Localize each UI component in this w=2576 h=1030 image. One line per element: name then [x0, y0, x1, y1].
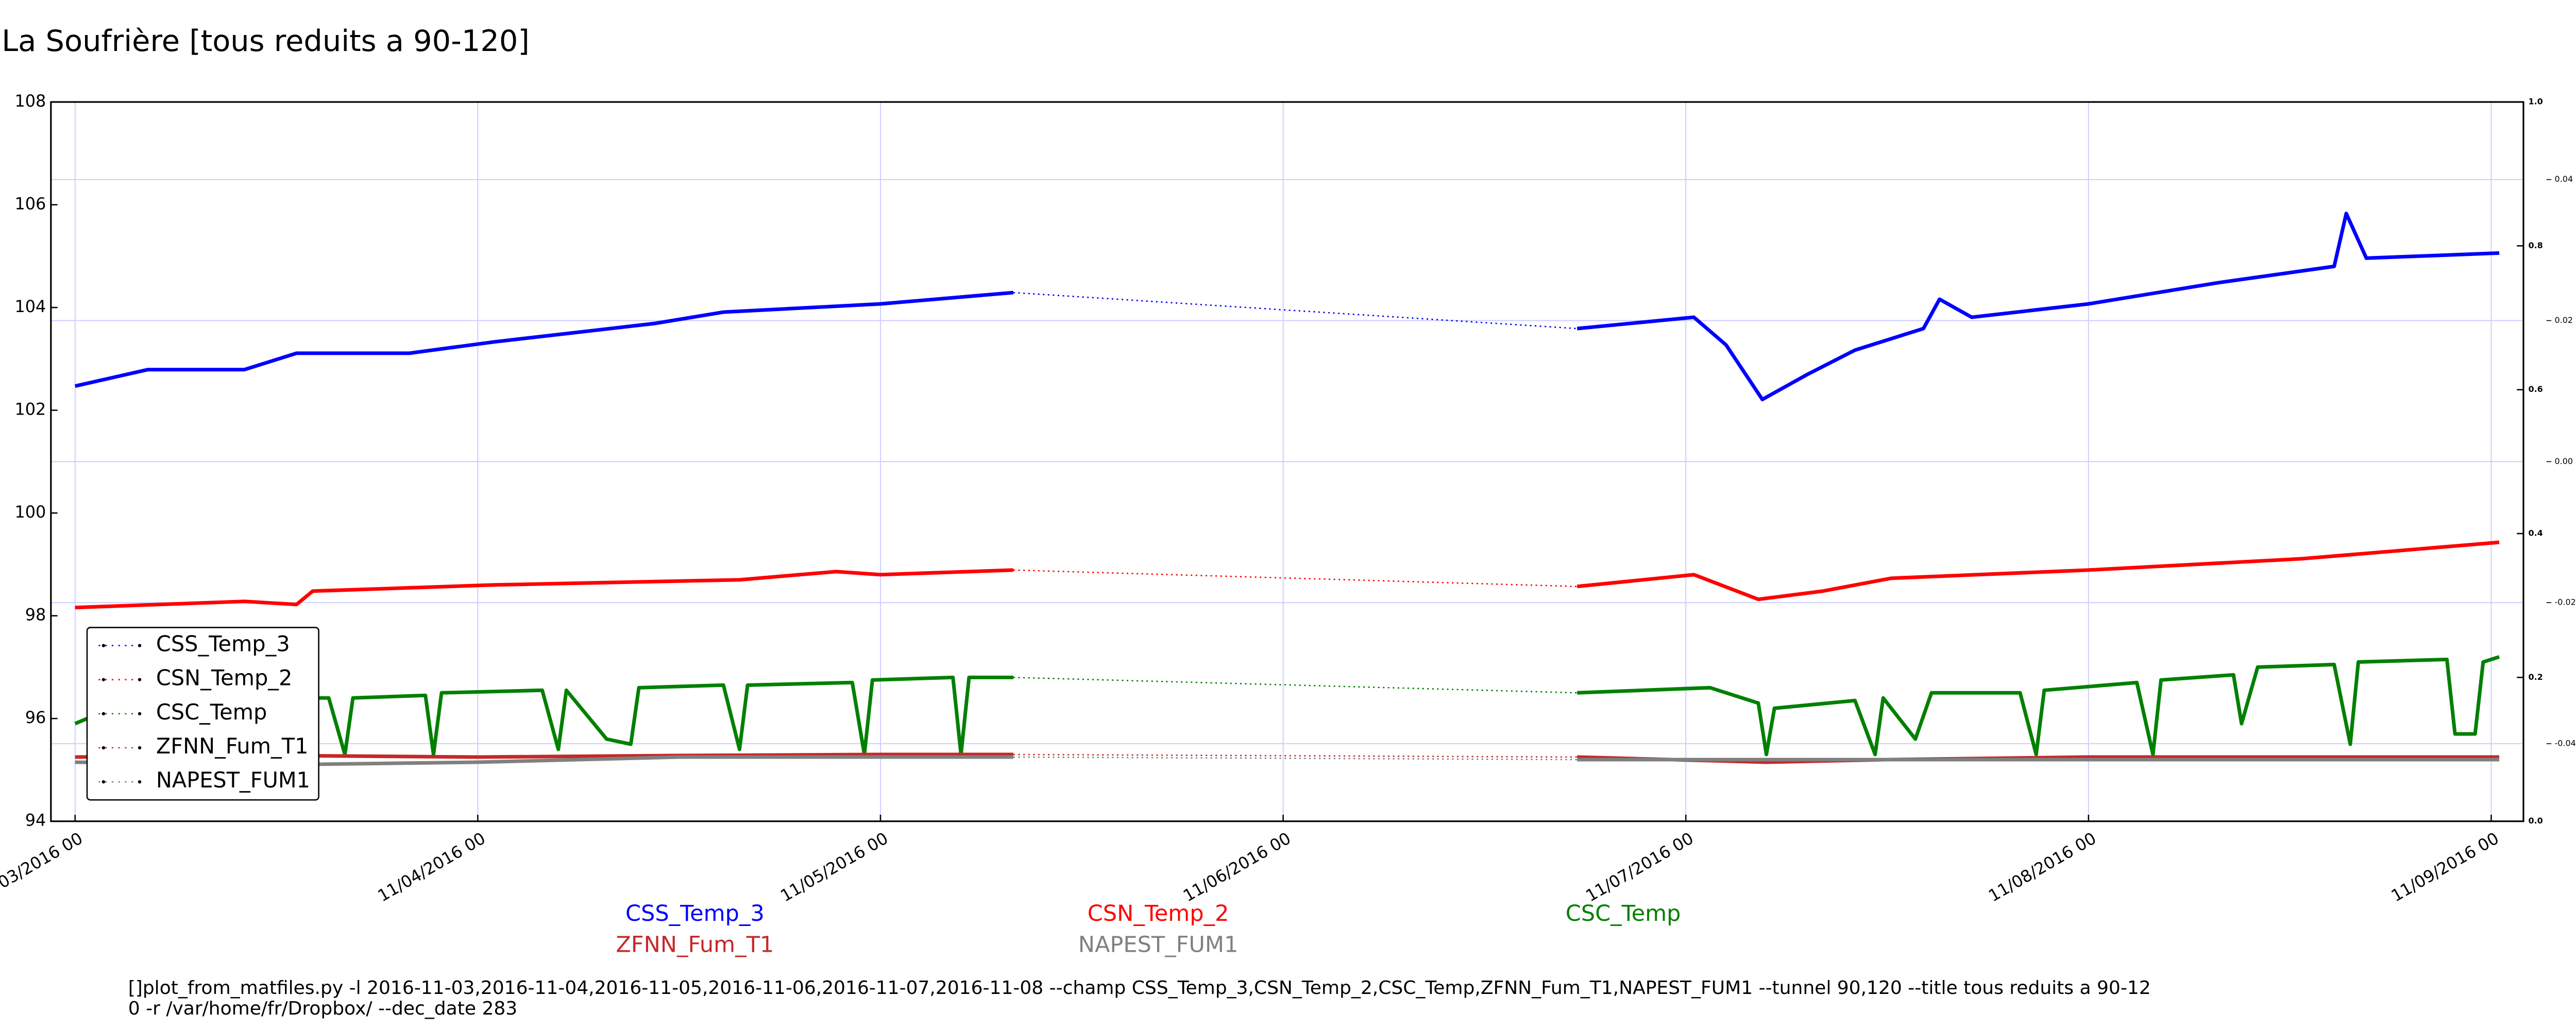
legend-marker	[138, 712, 142, 716]
series-line	[74, 212, 2500, 402]
series-line	[74, 655, 2500, 757]
legend-marker	[101, 644, 106, 647]
x-tick-label: 11/07/2016 00	[1582, 828, 1697, 905]
x-tick-label: 11/06/2016 00	[1180, 828, 1294, 905]
y-tick-label: 98	[25, 605, 46, 625]
x-tick-label: 11/05/2016 00	[777, 828, 891, 905]
y-tick-label: 104	[14, 297, 46, 316]
legend-marker	[101, 746, 106, 750]
legend-label: CSS_Temp_3	[156, 632, 290, 657]
gap-connector	[1013, 753, 1578, 758]
legend-label: CSN_Temp_2	[156, 666, 292, 691]
legend-marker	[138, 780, 142, 784]
gap-connector	[1013, 291, 1578, 330]
y2-tick-label: 0.4	[2529, 528, 2543, 538]
series-caption: NAPEST_FUM1	[1078, 932, 1239, 958]
y-tick-label: 106	[14, 194, 46, 214]
y2-tick-label: 0.2	[2529, 672, 2543, 682]
series-line	[75, 540, 2500, 610]
series-caption: ZFNN_Fum_T1	[616, 932, 774, 958]
series-caption: CSN_Temp_2	[1088, 901, 1229, 926]
series-caption: CSS_Temp_3	[625, 901, 765, 926]
y-tick-label: 96	[25, 708, 46, 727]
y3-tick-label: 0.02	[2555, 315, 2573, 325]
y2-tick-label: 0.0	[2529, 816, 2543, 826]
y2-tick-label: 0.8	[2529, 241, 2543, 250]
y-tick-label: 108	[14, 91, 46, 111]
legend: CSS_Temp_3 CSN_Temp_2 CSC_Temp ZFNN_Fum_T1 N…	[86, 627, 319, 801]
y-tick-label: 102	[14, 400, 46, 419]
legend-marker	[138, 644, 142, 647]
legend-marker	[101, 678, 106, 681]
series-caption: CSC_Temp	[1566, 901, 1681, 926]
chart-title: La Soufrière [tous reduits a 90-120]	[2, 24, 530, 58]
legend-marker	[138, 678, 142, 681]
y3-tick-label: 0.00	[2555, 456, 2573, 466]
x-tick-label: 11/09/2016 00	[2388, 828, 2502, 905]
plot-frame	[50, 101, 2524, 822]
y3-tick-label: -0.04	[2555, 739, 2576, 748]
y-tick-label: 94	[25, 811, 46, 830]
legend-label: ZFNN_Fum_T1	[156, 734, 309, 759]
x-tick-label: 11/04/2016 00	[375, 828, 489, 905]
legend-marker	[101, 780, 106, 784]
y2-tick-label: 1.0	[2529, 97, 2543, 107]
legend-marker	[138, 746, 142, 750]
legend-label: NAPEST_FUM1	[156, 768, 310, 793]
footer-line: []plot_from_matfiles.py -l 2016-11-03,20…	[128, 977, 2151, 999]
gap-connector	[1013, 756, 1578, 761]
gap-connector	[1013, 677, 1578, 694]
x-tick-label: 11/03/2016 00	[0, 828, 86, 905]
legend-label: CSC_Temp	[156, 700, 267, 725]
gap-connector	[1013, 569, 1578, 588]
y3-tick-label: 0.04	[2555, 174, 2573, 184]
legend-marker	[101, 712, 106, 716]
x-tick-label: 11/08/2016 00	[1985, 828, 2099, 905]
y-tick-label: 100	[14, 502, 46, 522]
footer-line: 0 -r /var/home/fr/Dropbox/ --dec_date 28…	[128, 998, 517, 1019]
y2-tick-label: 0.6	[2529, 384, 2543, 394]
y3-tick-label: -0.02	[2555, 597, 2576, 607]
legend-box	[86, 627, 319, 801]
